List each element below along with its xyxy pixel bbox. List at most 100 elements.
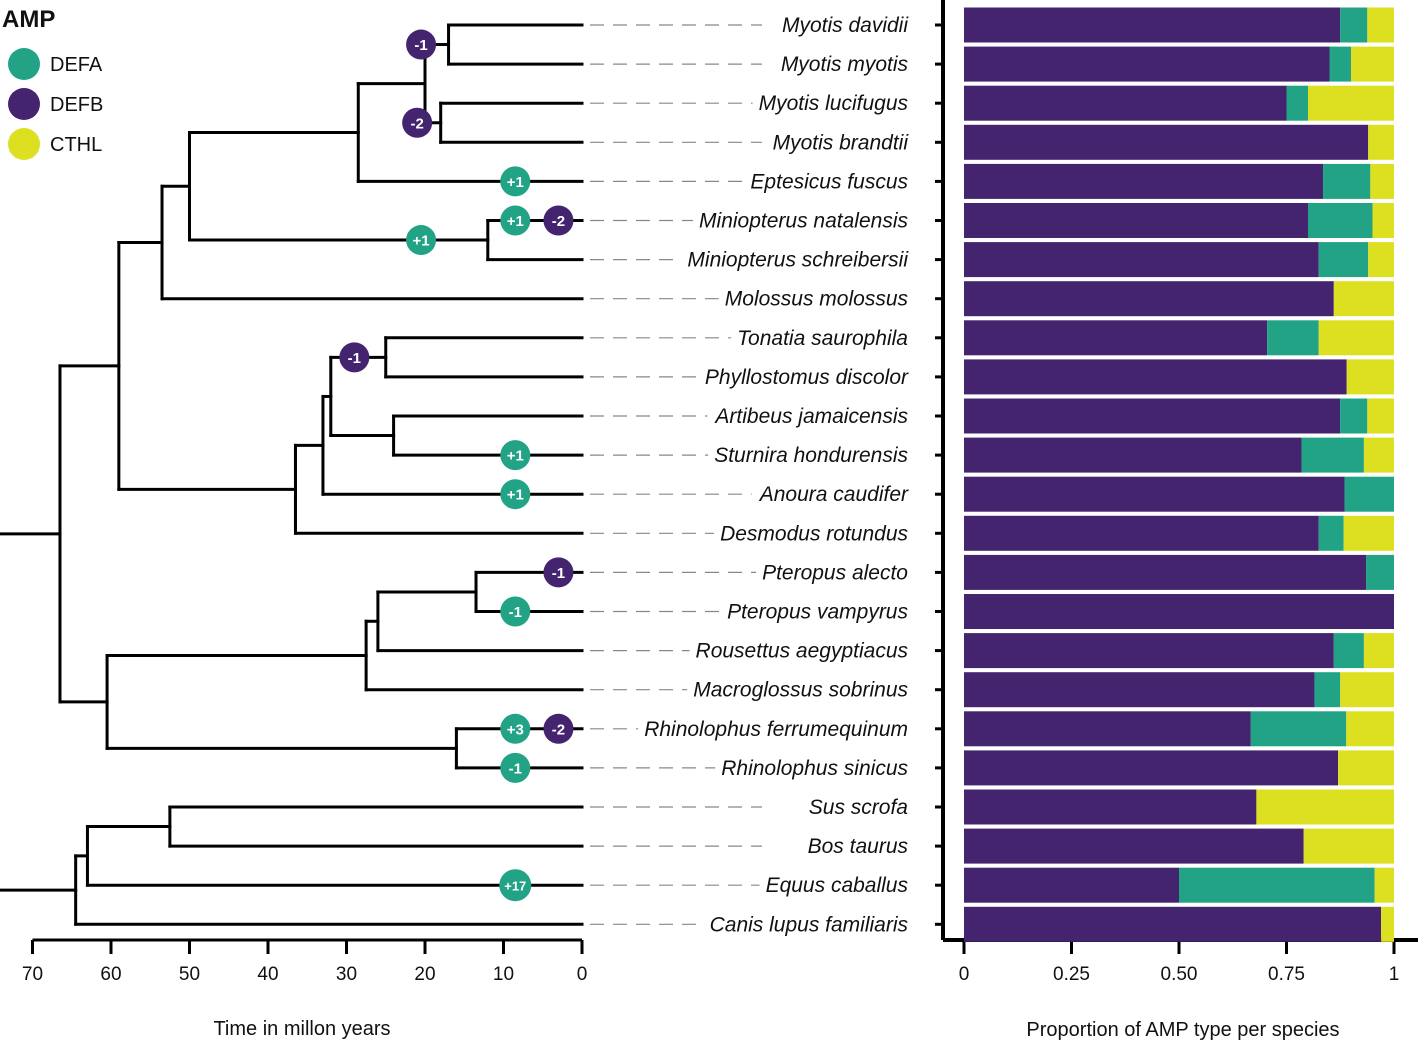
event-label: +1 <box>507 174 524 191</box>
stacked-bars <box>964 7 1394 942</box>
species-label: Myotis davidii <box>782 14 909 37</box>
bar-segment-defa <box>1267 320 1319 356</box>
species-label: Pteropus alecto <box>762 561 908 584</box>
species-label-bg <box>766 131 912 155</box>
bar-segment-defb <box>964 515 1319 551</box>
species-label: Rhinolophus ferrumequinum <box>644 718 908 741</box>
bar-segment-defa <box>1333 633 1364 669</box>
bar-segment-defa <box>1318 515 1344 551</box>
bar-segment-defb <box>964 281 1334 317</box>
species-label: Rhinolophus sinicus <box>721 757 908 780</box>
bar-segment-defb <box>964 46 1330 82</box>
species-label: Eptesicus fuscus <box>750 170 908 193</box>
event-label: -1 <box>348 350 361 367</box>
event-defa-marker <box>500 752 531 783</box>
event-defa-marker <box>406 225 437 256</box>
species-label: Molossus molossus <box>725 288 909 311</box>
bar-segment-cthl <box>1367 398 1394 434</box>
bar-segment-cthl <box>1363 437 1394 473</box>
legend-label-cthl: CTHL <box>50 134 102 156</box>
event-defb-marker <box>339 342 370 373</box>
legend: AMP DEFA DEFB CTHL <box>2 6 103 160</box>
bar-segment-defa <box>1366 554 1394 590</box>
tree-events: -1 -2 +1 +1 +1 -2 -1 +1 +1 -1 -1 +3 -2 -1 +17 <box>339 29 574 902</box>
bar-segment-cthl <box>1370 163 1394 199</box>
bar-segment-cthl <box>1368 124 1394 160</box>
species-label-bg <box>687 678 911 702</box>
event-label: +17 <box>504 879 526 894</box>
bar-segment-defb <box>964 594 1394 629</box>
bar-segment-defb <box>964 242 1319 278</box>
time-tick-label: 40 <box>257 964 278 985</box>
bar-segment-cthl <box>1367 7 1394 43</box>
species-label-bg <box>802 796 910 819</box>
species-label-bg <box>693 209 911 233</box>
species-label-bg <box>744 170 911 194</box>
bar-segment-cthl <box>1346 359 1394 395</box>
event-defa-marker <box>500 166 531 197</box>
proportion-tick-label: 0 <box>959 964 970 985</box>
bar-segment-defb <box>964 750 1339 786</box>
legend-label-defb: DEFB <box>50 94 103 116</box>
bar-segment-defb <box>964 7 1341 43</box>
proportion-tick-label: 0.25 <box>1053 964 1090 985</box>
event-defa-marker <box>500 205 531 236</box>
event-label: +1 <box>507 213 524 230</box>
bar-segment-defb <box>964 398 1341 434</box>
species-label-bg <box>689 639 911 663</box>
species-label-bg <box>759 874 911 898</box>
bar-segment-defb <box>964 672 1315 708</box>
proportion-tick-label: 0.75 <box>1268 964 1305 985</box>
time-tick-label: 10 <box>493 964 514 985</box>
bar-segment-cthl <box>1374 867 1394 903</box>
species-label-bg <box>698 365 911 389</box>
proportion-axis-title: Proportion of AMP type per species <box>1026 1019 1339 1041</box>
time-tick-label: 50 <box>179 964 200 985</box>
event-defb-marker <box>543 557 574 588</box>
species-label: Artibeus jamaicensis <box>713 405 908 428</box>
species-label-bg <box>718 287 911 311</box>
bar-segment-cthl <box>1333 281 1394 317</box>
bar-segment-cthl <box>1256 789 1394 825</box>
legend-title: AMP <box>2 6 55 33</box>
species-label-bg <box>703 913 911 937</box>
species-label: Sus scrofa <box>809 796 908 819</box>
event-defa-marker <box>500 479 531 510</box>
legend-swatch-defa <box>8 48 40 80</box>
bar-segment-cthl <box>1346 711 1394 747</box>
bar-segment-defb <box>964 476 1345 512</box>
bar-segment-defa <box>1301 437 1364 473</box>
event-label: -1 <box>509 760 522 777</box>
bar-segment-defb <box>964 554 1367 590</box>
bar-segment-cthl <box>1318 320 1394 356</box>
species-label: Macroglossus sobrinus <box>693 679 908 702</box>
event-defa-marker <box>500 440 531 471</box>
bar-segment-defb <box>964 437 1302 473</box>
species-label-bg <box>721 600 911 624</box>
species-label: Myotis myotis <box>781 53 909 76</box>
bar-segment-cthl <box>1381 906 1394 942</box>
species-label: Equus caballus <box>766 874 909 897</box>
species-label-bg <box>774 53 911 77</box>
event-label: +1 <box>413 233 430 250</box>
bar-segment-defa <box>1250 711 1347 747</box>
bar-segment-cthl <box>1351 46 1394 82</box>
species-label-bg <box>714 522 911 546</box>
event-label: -2 <box>552 213 565 230</box>
time-tick-label: 60 <box>100 964 121 985</box>
bar-segment-cthl <box>1340 672 1394 708</box>
proportion-tick-label: 0.50 <box>1161 964 1198 985</box>
species-label-bg <box>756 561 911 585</box>
species-label: Myotis lucifugus <box>759 92 909 115</box>
legend-swatch-defb <box>8 88 40 120</box>
bar-segment-defa <box>1340 7 1368 43</box>
bar-segment-defa <box>1179 867 1375 903</box>
proportion-tick-label: 1 <box>1389 964 1400 985</box>
bar-segment-defb <box>964 789 1257 825</box>
species-label: Anoura caudifer <box>758 483 909 506</box>
event-label: -1 <box>414 37 427 54</box>
bar-segment-defb <box>964 85 1287 121</box>
bar-segment-cthl <box>1343 515 1394 551</box>
bar-segment-defa <box>1314 672 1341 708</box>
